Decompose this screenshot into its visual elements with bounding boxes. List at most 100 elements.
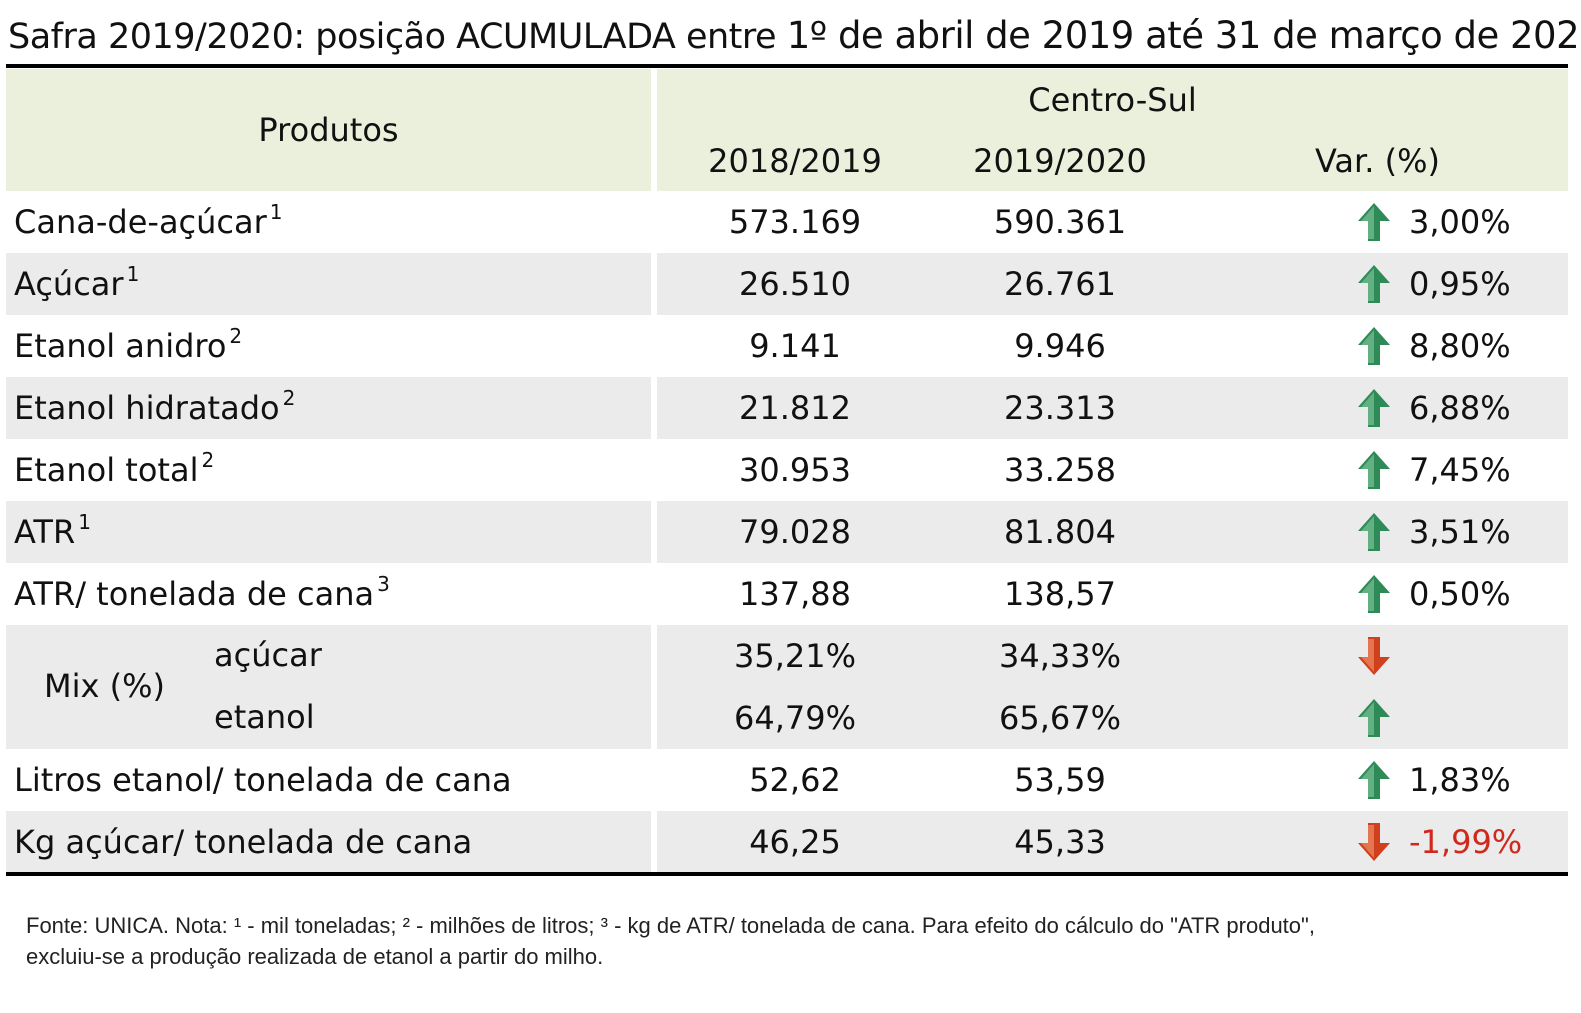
header-col-2019-2020: 2019/2020: [933, 130, 1187, 191]
footnote-marker: 2: [282, 386, 296, 410]
row-label-text: Kg açúcar/ tonelada de cana: [14, 823, 473, 861]
arrow-up-icon: [1358, 513, 1390, 551]
top-rule: [6, 64, 1568, 68]
title-period: 1º de abril de 2019 até 31 de março de 2…: [786, 14, 1581, 57]
column-gap: [651, 749, 657, 811]
var-cell: 1,83%: [1187, 749, 1568, 811]
var-value: 3,00%: [1409, 203, 1511, 241]
value-2019-2020: 138,57: [1004, 575, 1116, 613]
table-row: ATR/ tonelada de cana 3 137,88 138,57 0,50%: [6, 563, 1568, 625]
footnote-marker: 1: [78, 510, 91, 534]
value-2018-2019: 21.812: [657, 377, 933, 439]
footnote-marker: 2: [229, 324, 243, 348]
value-2018-2019: 35,21%: [657, 625, 933, 687]
row-label: ATR 1: [6, 501, 651, 563]
var-value: 0,50%: [1409, 575, 1511, 613]
var-value: 6,88%: [1409, 389, 1511, 427]
var-value: -1,99%: [1409, 823, 1523, 861]
table-row: Litros etanol/ tonelada de cana 52,62 53,5…: [6, 749, 1568, 811]
var-cell: 6,88%: [1187, 377, 1568, 439]
value-2018-2019: 64,79%: [657, 687, 933, 749]
value-2018-2019: 137,88: [739, 575, 851, 613]
footer-note: Fonte: UNICA. Nota: ¹ - mil toneladas; ²…: [26, 910, 1556, 972]
row-label: Cana-de-açúcar 1: [6, 191, 651, 253]
table-row-mix: Mix (%) açúcar etanol 35,21% 34,33%: [6, 625, 1568, 749]
value-2018-2019: 79.028: [657, 501, 933, 563]
mix-label-cell: Mix (%) açúcar etanol: [6, 625, 651, 749]
var-cell: 3,51%: [1187, 501, 1568, 563]
value-2018-2019: 26.510: [657, 253, 933, 315]
var-cell: 3,00%: [1187, 191, 1568, 253]
value-2019-2020: 45,33: [933, 811, 1187, 873]
var-cell: -1,99%: [1187, 811, 1568, 873]
row-label-text: Açúcar: [14, 265, 124, 303]
arrow-up-icon: [1358, 389, 1390, 427]
arrow-up-icon: [1358, 761, 1390, 799]
column-gap: [651, 501, 657, 563]
row-label-text: Etanol anidro: [14, 327, 227, 365]
var-value: 0,95%: [1409, 265, 1511, 303]
value-2019-2020: 34,33%: [933, 625, 1187, 687]
column-gap: [651, 253, 657, 315]
footer-line-2: excluiu-se a produção realizada de etano…: [26, 944, 604, 969]
footer-line-1: Fonte: UNICA. Nota: ¹ - mil toneladas; ²…: [26, 913, 1315, 938]
value-2019-2020: 33.258: [1004, 451, 1116, 489]
arrow-up-icon: [1358, 327, 1390, 365]
value-2018-2019: 30.953: [739, 451, 851, 489]
row-label-text: Cana-de-açúcar: [14, 203, 267, 241]
arrow-up-icon: [1358, 203, 1390, 241]
value-2019-2020: 65,67%: [933, 687, 1187, 749]
header-row-2: 2018/2019 2019/2020 Var. (%): [6, 130, 1568, 191]
var-cell: [1187, 687, 1568, 749]
table-row: ATR 1 79.028 81.804 3,51%: [6, 501, 1568, 563]
var-cell: 7,45%: [1187, 439, 1568, 501]
column-gap: [651, 439, 657, 501]
row-label-text: Litros etanol/ tonelada de cana: [14, 761, 512, 799]
value-2018-2019: 52,62: [749, 761, 841, 799]
header-produtos: Produtos: [6, 69, 651, 191]
arrow-up-icon: [1358, 265, 1390, 303]
bottom-rule: [6, 872, 1568, 876]
row-label-text: ATR/ tonelada de cana: [14, 575, 375, 613]
footnote-marker: 1: [126, 262, 140, 286]
var-cell: 0,95%: [1187, 253, 1568, 315]
row-label: Etanol anidro 2: [6, 315, 651, 377]
row-label: Etanol hidratado 2: [6, 377, 651, 439]
var-value: 8,80%: [1409, 327, 1511, 365]
column-gap: [651, 625, 657, 749]
header-col-2018-2019: 2018/2019: [657, 130, 933, 191]
row-label: Kg açúcar/ tonelada de cana: [6, 811, 651, 873]
arrow-up-icon: [1358, 699, 1390, 737]
table-row: Açúcar 1 26.510 26.761 0,95%: [6, 253, 1568, 315]
var-cell: [1187, 625, 1568, 687]
arrow-down-icon: [1358, 637, 1390, 675]
row-label: Açúcar 1: [6, 253, 651, 315]
arrow-up-icon: [1358, 451, 1390, 489]
var-value: 3,51%: [1409, 513, 1511, 551]
var-cell: 8,80%: [1187, 315, 1568, 377]
value-2019-2020: 590.361: [993, 203, 1127, 241]
footnote-marker: 1: [269, 200, 283, 224]
value-2019-2020: 53,59: [1014, 761, 1106, 799]
table-row: Etanol anidro 2 9.141 9.946 8,80%: [6, 315, 1568, 377]
arrow-up-icon: [1358, 575, 1390, 613]
var-value: 7,45%: [1409, 451, 1511, 489]
value-2019-2020: 81.804: [933, 501, 1187, 563]
chart-title: Safra 2019/2020: posição ACUMULADA entre…: [8, 10, 1581, 63]
row-label: Litros etanol/ tonelada de cana: [6, 749, 651, 811]
table-row-mix: 64,79% 65,67%: [6, 687, 1568, 749]
footnote-marker: 2: [201, 448, 215, 472]
column-gap: [651, 563, 657, 625]
data-table: Produtos Centro-Sul 2018/2019 2019/2020 …: [6, 69, 1568, 873]
column-gap: [651, 315, 657, 377]
table-row: Cana-de-açúcar 1 573.169 590.361 3,00%: [6, 191, 1568, 253]
var-cell: 0,50%: [1187, 563, 1568, 625]
value-2018-2019: 46,25: [657, 811, 933, 873]
value-2018-2019: 573.169: [728, 203, 862, 241]
row-label-text: Etanol total: [14, 451, 199, 489]
var-value: 1,83%: [1409, 761, 1511, 799]
table-row: Etanol total 2 30.953 33.258 7,45%: [6, 439, 1568, 501]
header-row-1: Produtos Centro-Sul: [6, 69, 1568, 191]
table-row: Etanol hidratado 2 21.812 23.313 6,88%: [6, 377, 1568, 439]
row-label-text: Etanol hidratado: [14, 389, 280, 427]
